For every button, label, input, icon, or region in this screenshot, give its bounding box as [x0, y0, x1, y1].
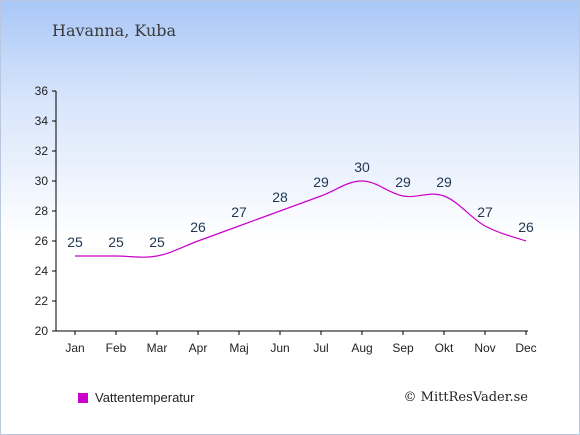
y-tick-label: 30: [35, 174, 49, 188]
y-tick-label: 28: [35, 204, 49, 218]
y-tick-label: 24: [35, 264, 49, 278]
legend-swatch: [78, 392, 88, 403]
data-label: 28: [272, 189, 288, 205]
y-tick-label: 32: [35, 144, 49, 158]
series-line-vattentemperatur: [75, 180, 527, 258]
x-tick-label: Dec: [515, 341, 536, 355]
data-label: 29: [313, 174, 329, 190]
legend-label: Vattentemperatur: [95, 390, 195, 405]
x-tick-label: Jul: [313, 341, 328, 355]
data-label: 27: [477, 204, 493, 220]
x-tick-label: Jun: [270, 341, 289, 355]
y-tick-label: 20: [35, 324, 49, 338]
x-tick-label: Jan: [65, 341, 84, 355]
x-tick-label: Okt: [435, 341, 454, 355]
x-tick-label: Sep: [392, 341, 414, 355]
data-label: 26: [518, 219, 534, 235]
x-tick-label: Feb: [106, 341, 127, 355]
copyright-text: © MittResVader.se: [403, 390, 528, 405]
x-tick-label: Maj: [229, 341, 248, 355]
data-label: 25: [67, 234, 83, 250]
x-tick-label: Apr: [189, 341, 208, 355]
data-label: 29: [436, 174, 452, 190]
data-label: 29: [395, 174, 411, 190]
x-tick-label: Nov: [474, 341, 495, 355]
data-label: 26: [190, 219, 206, 235]
data-label: 25: [108, 234, 124, 250]
x-tick-label: Aug: [351, 341, 372, 355]
data-label: 27: [231, 204, 247, 220]
y-tick-label: 34: [35, 114, 49, 128]
y-tick-label: 26: [35, 234, 49, 248]
data-label: 25: [149, 234, 165, 250]
y-tick-label: 36: [35, 84, 49, 98]
x-tick-label: Mar: [147, 341, 168, 355]
legend: Vattentemperatur: [78, 390, 194, 405]
data-label: 30: [354, 159, 370, 175]
y-tick-label: 22: [35, 294, 49, 308]
chart-location-title: Havanna, Kuba: [52, 21, 177, 40]
